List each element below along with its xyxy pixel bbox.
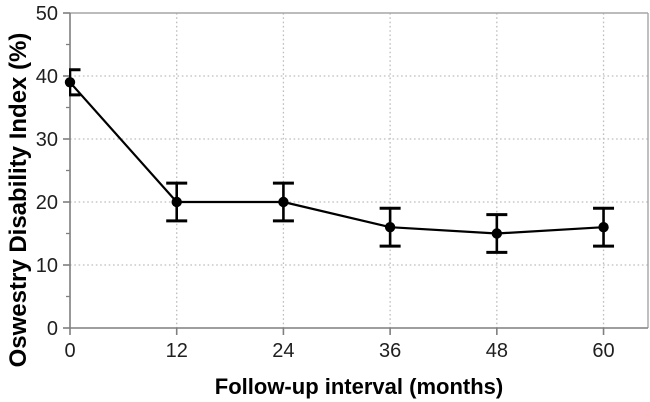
x-tick-label-60: 60 (592, 340, 614, 362)
x-tick-label-0: 0 (64, 340, 75, 362)
data-point-60 (598, 222, 609, 233)
x-axis-title: Follow-up interval (months) (215, 374, 503, 399)
x-tick-label-36: 36 (379, 340, 401, 362)
x-tick-label-48: 48 (486, 340, 508, 362)
y-tick-label-0: 0 (47, 318, 58, 340)
data-point-24 (278, 196, 289, 208)
data-point-48 (491, 228, 503, 239)
x-tick-label-24: 24 (272, 340, 294, 362)
data-point-12 (171, 196, 182, 208)
y-tick-label-40: 40 (36, 66, 58, 88)
data-point-0 (64, 77, 76, 88)
y-tick-label-50: 50 (36, 3, 58, 25)
y-axis-title: Oswestry Disability Index (%) (5, 33, 32, 368)
series-line (69, 81, 604, 235)
y-tick-label-20: 20 (36, 192, 58, 214)
data-point-36 (384, 222, 396, 233)
y-tick-label-30: 30 (36, 129, 58, 151)
x-tick-label-12: 12 (166, 340, 188, 362)
y-tick-label-10: 10 (36, 255, 58, 277)
